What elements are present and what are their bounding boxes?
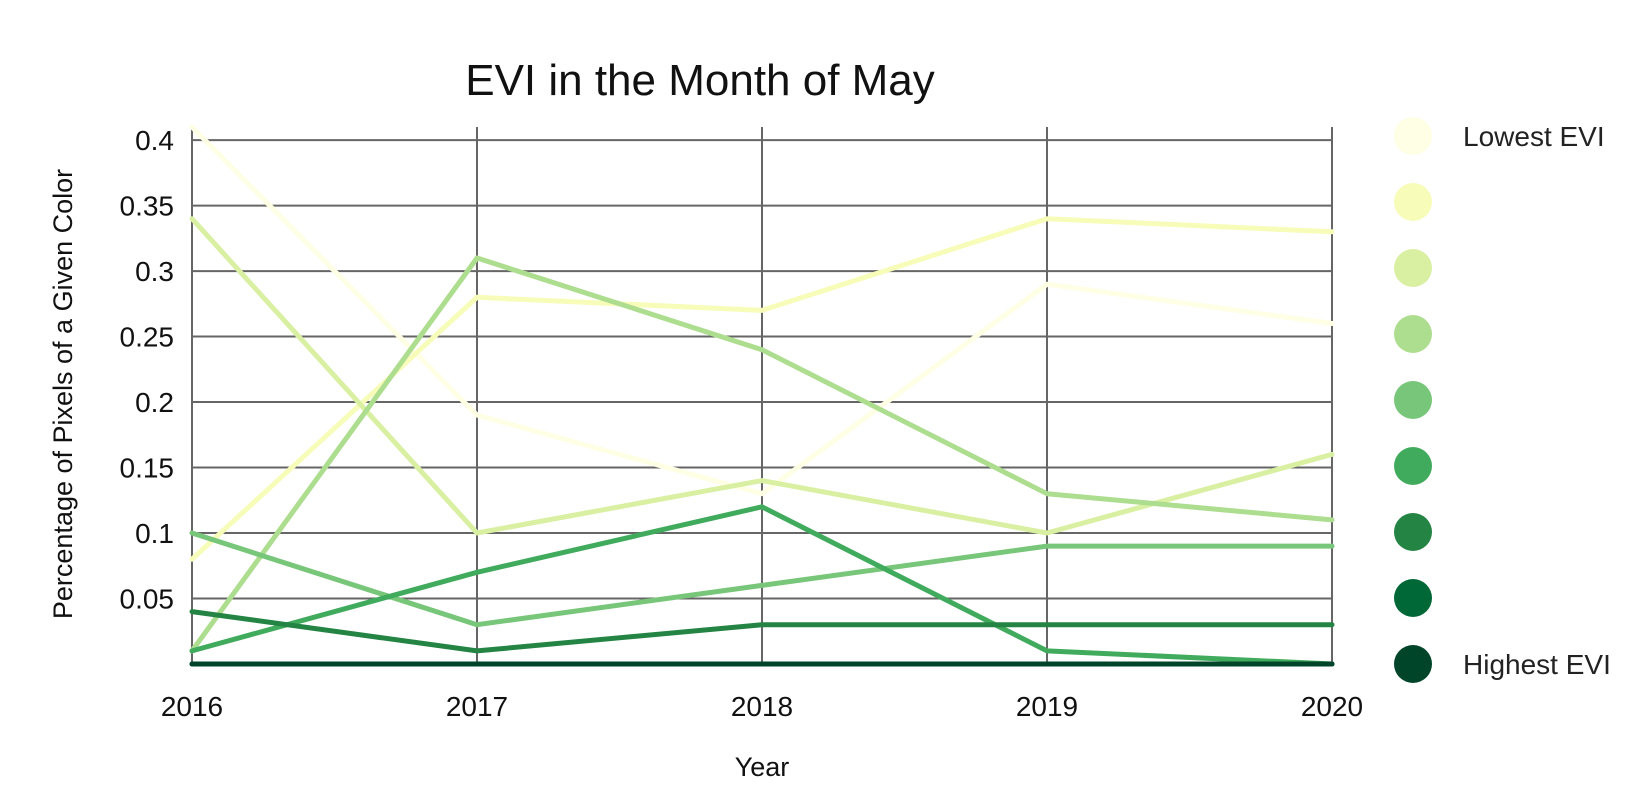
y-tick-label: 0.15 bbox=[120, 453, 175, 484]
legend-swatch bbox=[1394, 183, 1432, 221]
legend-swatch bbox=[1394, 513, 1432, 551]
legend-swatch bbox=[1394, 315, 1432, 353]
series-line-5 bbox=[189, 530, 1335, 628]
legend-swatch bbox=[1394, 579, 1432, 617]
y-axis-label: Percentage of Pixels of a Given Color bbox=[48, 169, 78, 619]
x-tick-label: 2016 bbox=[161, 691, 223, 722]
series-line-3 bbox=[189, 216, 1335, 536]
legend-swatch bbox=[1394, 249, 1432, 287]
x-tick-label: 2017 bbox=[446, 691, 508, 722]
series-line-2 bbox=[189, 216, 1335, 562]
y-tick-label: 0.2 bbox=[135, 387, 174, 418]
series-lines bbox=[189, 124, 1335, 667]
x-tick-label: 2018 bbox=[731, 691, 793, 722]
series-line-6 bbox=[189, 504, 1335, 667]
chart-title: EVI in the Month of May bbox=[465, 56, 935, 105]
y-tick-labels: 0.05 0.1 0.15 0.2 0.25 0.3 0.35 0.4 bbox=[120, 125, 175, 614]
y-tick-label: 0.25 bbox=[120, 322, 175, 353]
legend-label: Lowest EVI bbox=[1463, 121, 1605, 152]
y-tick-label: 0.35 bbox=[120, 191, 175, 222]
series-line-7 bbox=[189, 609, 1335, 654]
x-tick-labels: 2016 2017 2018 2019 2020 bbox=[161, 691, 1363, 722]
legend-swatch bbox=[1394, 447, 1432, 485]
legend: Lowest EVI Highest EVI bbox=[1394, 117, 1611, 683]
y-tick-label: 0.4 bbox=[135, 125, 174, 156]
x-tick-label: 2019 bbox=[1016, 691, 1078, 722]
legend-swatch bbox=[1394, 381, 1432, 419]
series-line-4 bbox=[189, 255, 1335, 654]
series-line-1 bbox=[189, 124, 1335, 497]
y-tick-label: 0.05 bbox=[120, 584, 175, 615]
legend-label: Highest EVI bbox=[1463, 649, 1611, 680]
legend-swatch bbox=[1394, 117, 1432, 155]
x-axis-label: Year bbox=[735, 752, 790, 782]
x-tick-label: 2020 bbox=[1301, 691, 1363, 722]
legend-swatch bbox=[1394, 645, 1432, 683]
y-tick-label: 0.1 bbox=[135, 518, 174, 549]
y-tick-label: 0.3 bbox=[135, 256, 174, 287]
